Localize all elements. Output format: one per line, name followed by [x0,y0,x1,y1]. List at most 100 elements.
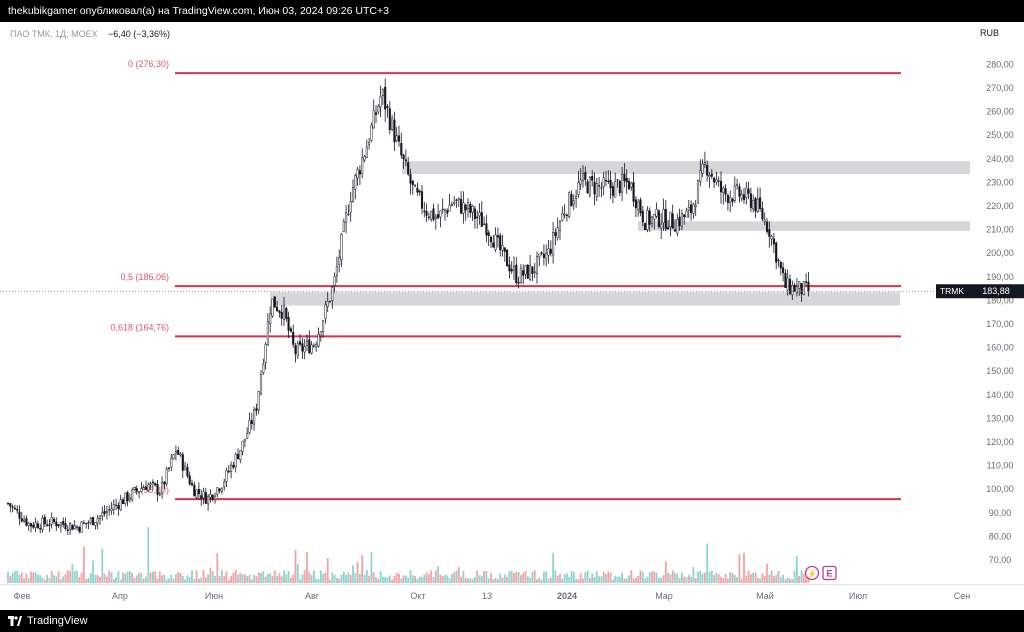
candle-body [577,182,580,196]
volume-bar [89,573,92,583]
candle-body [181,454,184,471]
volume-bar [405,575,407,583]
price-tick-label: 220,00 [986,201,1014,211]
volume-bar [290,577,292,583]
candle-body [386,106,389,108]
volume-bar [352,565,354,583]
price-tag-value-box [968,284,1024,299]
candle-body [581,173,585,182]
volume-bar [609,572,612,583]
candle-body [540,252,543,254]
volume-bar [39,575,42,583]
candle-body [71,524,74,530]
chart-panel[interactable]: 0 (276,30) 0,5 (186,06) 0,618 (164,76) 1 (9… [0,22,1024,610]
candle-body [381,89,384,96]
volume-bar [724,573,727,583]
price-tick-label: 190,00 [986,272,1014,282]
volume-bar [480,575,483,583]
candle-body [29,523,33,527]
candle-body [36,523,39,529]
candle-body [200,495,203,499]
time-axis[interactable]: Фев Апр Июн Авг Окт 13 2024 Мар Май Июл Сен [0,584,1024,602]
volume-bar [736,577,738,583]
lightning-badge[interactable] [804,565,820,581]
price-axis[interactable]: RUB 70,00 80,00 90,00 100,00 110,00 120,00 130… [974,22,1024,585]
candle-body [561,213,564,221]
earnings-badge[interactable] [822,565,837,581]
candle-body [89,518,92,523]
candle-body [154,482,157,486]
price-chart[interactable]: 0 (276,30) 0,5 (186,06) 0,618 (164,76) 1 (9… [0,22,1024,610]
candle-body [105,511,108,514]
candle-body [634,199,637,209]
candle-body [131,489,134,500]
volume-bar [593,577,596,583]
time-tick-label: 2024 [557,591,577,601]
earnings-badge-label: E [826,569,832,579]
candle-body [731,198,734,202]
price-tick-label: 230,00 [986,177,1014,187]
volume-bar [664,561,667,583]
volume-bar [184,579,186,583]
event-badges[interactable]: ⚡ E [804,565,837,581]
volume-bar [474,576,476,583]
volume-bar [563,574,566,583]
price-tick-label: 130,00 [986,413,1014,423]
candle-body [552,232,555,256]
candle-body [779,261,782,269]
legend-symbol: ПАО ТМК, 1Д, MOEX [10,29,98,39]
publisher-bar: thekubikgamer опубликовал(а) на TradingV… [0,0,1024,22]
candle-body [354,174,357,190]
candle-body [379,96,382,108]
volume-bar [687,574,690,583]
candle-body [703,162,706,165]
volume-bars [7,527,810,583]
candle-body [519,267,522,283]
volume-bar [690,576,692,583]
volume-bar [158,571,161,583]
candle-body [39,528,42,530]
volume-bar [308,572,311,583]
candle-body [211,494,214,500]
candle-body [706,164,709,176]
candle-body [775,242,778,263]
candle-body [349,201,352,213]
volume-bar [34,572,37,583]
volume-bar [361,554,364,583]
candle-body [529,264,532,280]
volume-bar [770,570,773,583]
tradingview-brand[interactable]: TradingView [8,614,88,628]
volume-bar [779,577,782,583]
volume-bar [641,572,644,583]
volume-bar [53,575,55,583]
candle-body [611,186,614,196]
candle-body [358,170,361,175]
volume-bar [202,570,205,583]
candle-body [687,207,690,211]
volume-bar [103,573,106,583]
volume-bar [260,572,262,583]
volume-bar [570,571,573,583]
time-tick-label: Окт [410,591,425,601]
candle-body [676,219,679,234]
candle-body [460,199,463,214]
candle-body [515,264,518,284]
candle-body [492,242,495,248]
candle-body [236,454,240,460]
candle-body [66,529,69,531]
volume-bar [432,577,435,583]
volume-bar [370,551,373,583]
volume-bar [267,573,269,583]
candle-body [418,190,421,193]
candle-body [404,159,407,162]
candle-body [124,492,127,504]
candle-body [370,125,373,141]
candle-body [384,86,387,110]
chart-background [0,22,1024,610]
volume-bar [745,575,748,583]
candle-body [75,526,79,528]
candle-body [443,209,447,211]
volume-bar [329,579,331,583]
volume-bar [248,574,251,583]
candle-body [310,344,313,354]
